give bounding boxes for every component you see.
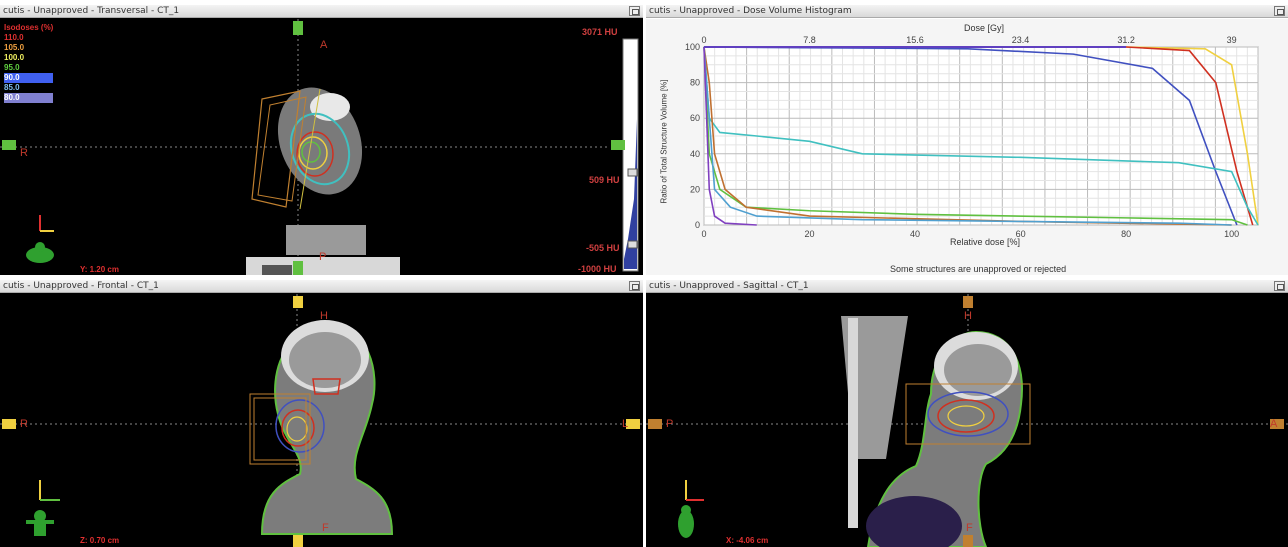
dvh-series-line [703, 46, 1232, 226]
dvh-x-tick: 40 [910, 229, 920, 239]
isodose-level: 100.0 [4, 53, 25, 62]
dvh-y-axis-title: Ratio of Total Structure Volume [%] [659, 79, 669, 204]
frontal-title: cutis - Unapproved - Frontal - CT_1 [3, 281, 159, 291]
dvh-bottom-axis-title: Relative dose [%] [950, 237, 1021, 247]
dvh-series-line [703, 46, 1259, 226]
transversal-title: cutis - Unapproved - Transversal - CT_1 [3, 6, 180, 16]
dvh-footer: Some structures are unapproved or reject… [890, 264, 1067, 274]
transversal-view[interactable]: Isodoses (%) 110.0 105.0 100.0 95.0 90.0… [0, 19, 643, 275]
dvh-top-tick: 7.8 [803, 35, 816, 45]
orient-right: R [20, 147, 28, 159]
dvh-top-tick: 15.6 [906, 35, 924, 45]
dvh-view[interactable]: 100 80 60 40 20 0 0 20 40 60 80 100 0 7.8 15.6 23.4 31.2… [646, 19, 1288, 275]
orient-posterior: P [319, 251, 327, 263]
hu-509-label: 509 HU [589, 175, 620, 185]
dvh-panel[interactable]: cutis - Unapproved - Dose Volume Histogr… [646, 5, 1288, 275]
orient-anterior: A [320, 39, 328, 51]
sagittal-titlebar: cutis - Unapproved - Sagittal - CT_1 [646, 280, 1288, 293]
dvh-y-tick: 60 [690, 113, 700, 123]
slice-coordinate: Y: 1.20 cm [80, 265, 119, 274]
sagittal-maximize-icon[interactable] [1274, 281, 1285, 291]
orient-anterior: A [1270, 418, 1278, 430]
transversal-maximize-icon[interactable] [629, 6, 640, 16]
dvh-series-line [703, 46, 757, 226]
orient-feet: F [966, 522, 973, 534]
hu-minus505-label: -505 HU [586, 243, 620, 253]
sagittal-title: cutis - Unapproved - Sagittal - CT_1 [649, 281, 809, 291]
hu-max-label: 3071 HU [582, 27, 618, 37]
isodose-level: 85.0 [4, 83, 20, 92]
dvh-y-tick: 80 [690, 78, 700, 88]
dvh-y-tick: 20 [690, 184, 700, 194]
dvh-top-tick: 0 [701, 35, 706, 45]
frontal-maximize-icon[interactable] [629, 281, 640, 291]
frontal-panel[interactable]: cutis - Unapproved - Frontal - CT_1 [0, 280, 643, 547]
orient-left: L [622, 418, 629, 430]
dvh-top-axis-title: Dose [Gy] [964, 23, 1005, 33]
isodose-level: 90.0 [4, 73, 54, 83]
dvh-x-tick: 20 [805, 229, 815, 239]
slice-coordinate: Z: 0.70 cm [80, 536, 120, 545]
orient-feet: F [322, 522, 329, 534]
dvh-series-line [703, 46, 1238, 226]
dvh-x-tick: 100 [1224, 229, 1239, 239]
dvh-y-tick: 40 [690, 149, 700, 159]
transversal-image [0, 19, 639, 275]
dvh-x-tick: 60 [1016, 229, 1026, 239]
dvh-title: cutis - Unapproved - Dose Volume Histogr… [649, 6, 852, 16]
dvh-x-tick: 0 [701, 229, 706, 239]
frontal-view[interactable]: H R L F Z: 0.70 cm [0, 294, 643, 547]
dvh-y-tick: 0 [695, 220, 700, 230]
isodose-legend: Isodoses (%) 110.0 105.0 100.0 95.0 90.0… [4, 23, 54, 103]
orient-right: R [20, 418, 28, 430]
frontal-image [0, 294, 643, 547]
isodose-level: 110.0 [4, 33, 24, 42]
orient-posterior: P [666, 418, 674, 430]
slice-coordinate: X: -4.06 cm [726, 536, 769, 545]
orient-head: H [964, 310, 972, 322]
dvh-y-tick: 100 [685, 42, 700, 52]
isodose-header: Isodoses (%) [4, 23, 54, 32]
isodose-level: 80.0 [4, 93, 54, 103]
dvh-maximize-icon[interactable] [1274, 6, 1285, 16]
dvh-top-tick: 23.4 [1012, 35, 1030, 45]
isodose-level: 95.0 [4, 63, 20, 72]
sagittal-panel[interactable]: cutis - Unapproved - Sagittal - CT_1 [646, 280, 1288, 547]
dvh-titlebar: cutis - Unapproved - Dose Volume Histogr… [646, 5, 1288, 18]
orient-head: H [320, 310, 328, 322]
transversal-titlebar: cutis - Unapproved - Transversal - CT_1 [0, 5, 643, 18]
dvh-top-tick: 39 [1227, 35, 1237, 45]
dvh-x-tick: 80 [1121, 229, 1131, 239]
frontal-titlebar: cutis - Unapproved - Frontal - CT_1 [0, 280, 643, 293]
transversal-panel[interactable]: cutis - Unapproved - Transversal - CT_1 [0, 5, 643, 275]
hu-min-label: -1000 HU [578, 264, 617, 274]
sagittal-view[interactable]: H P A F X: -4.06 cm [646, 294, 1288, 547]
dvh-top-tick: 31.2 [1117, 35, 1135, 45]
sagittal-image [646, 294, 1288, 547]
isodose-level: 105.0 [4, 43, 25, 52]
